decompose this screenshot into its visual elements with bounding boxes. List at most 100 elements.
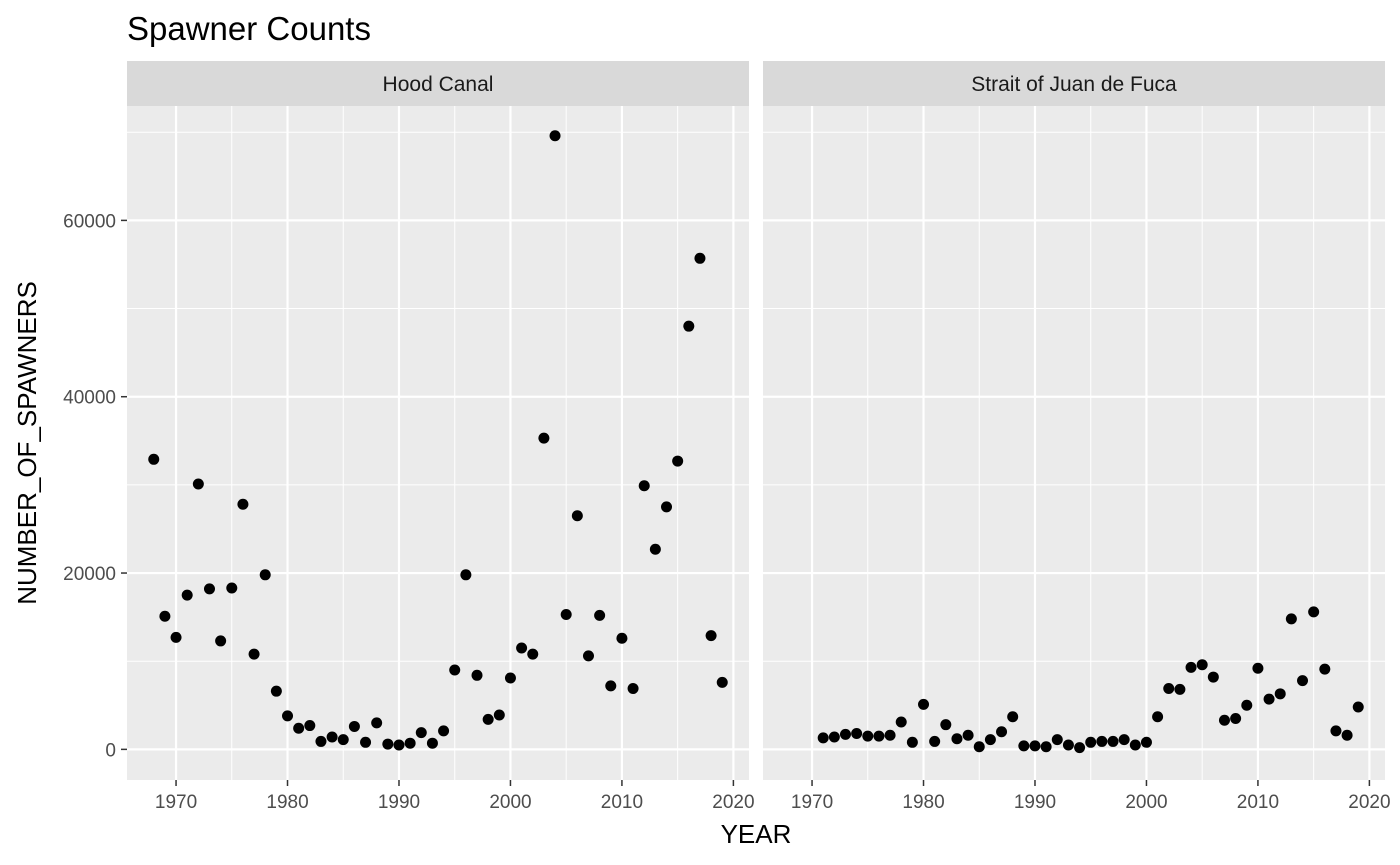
data-point-strait-of-juan-de-fuca-1995 [1085,736,1097,748]
data-point-hood-canal-2002 [527,648,539,660]
data-point-hood-canal-1985 [337,734,349,746]
data-point-hood-canal-1998 [482,713,494,725]
y-tick-label: 0 [105,740,116,761]
y-axis: 0 20000 40000 60000 [63,211,127,761]
data-point-strait-of-juan-de-fuca-1972 [828,731,840,743]
data-point-strait-of-juan-de-fuca-1975 [862,730,874,742]
data-point-hood-canal-1988 [371,717,383,729]
x-tick-label: 1980 [902,792,944,813]
x-axis-title: YEAR [721,819,792,849]
data-point-hood-canal-2010 [616,632,628,644]
data-point-hood-canal-1978 [259,569,271,581]
data-point-strait-of-juan-de-fuca-2010 [1252,662,1264,674]
data-point-hood-canal-2013 [649,543,661,555]
data-point-strait-of-juan-de-fuca-1998 [1118,734,1130,746]
x-axis-strait-of-juan-de-fuca: 1970 1980 1990 2000 2010 2020 [791,780,1391,813]
data-point-hood-canal-1990 [393,739,405,751]
facet-panel-hood-canal: Hood Canal 1970 1980 1990 2000 2010 2020 [127,61,755,813]
data-point-hood-canal-1977 [248,648,260,660]
data-point-strait-of-juan-de-fuca-2000 [1140,736,1152,748]
data-point-hood-canal-2015 [672,455,684,467]
data-point-strait-of-juan-de-fuca-1984 [962,729,974,741]
facet-panel-strait-of-juan-de-fuca: Strait of Juan de Fuca 1970 1980 1990 2000 2… [763,61,1391,813]
data-point-hood-canal-1995 [449,664,461,676]
y-tick-label: 60000 [63,211,116,232]
data-point-strait-of-juan-de-fuca-2003 [1174,683,1186,695]
x-tick-label: 2020 [712,792,754,813]
data-point-strait-of-juan-de-fuca-1980 [918,698,930,710]
y-tick-label: 20000 [63,564,116,585]
data-point-strait-of-juan-de-fuca-1985 [973,741,985,753]
data-point-strait-of-juan-de-fuca-1974 [851,727,863,739]
data-point-strait-of-juan-de-fuca-1981 [929,735,941,747]
gridlines-hood-canal [127,106,749,780]
plot-panel-strait-of-juan-de-fuca [763,106,1385,780]
facet-label-strait-of-juan-de-fuca: Strait of Juan de Fuca [971,73,1177,96]
facet-strip-hood-canal [127,61,749,106]
data-point-strait-of-juan-de-fuca-1979 [906,736,918,748]
data-point-hood-canal-1994 [438,725,450,737]
data-point-strait-of-juan-de-fuca-1997 [1107,735,1119,747]
x-tick-label: 1970 [155,792,197,813]
data-point-strait-of-juan-de-fuca-1986 [984,734,996,746]
data-point-hood-canal-1973 [203,583,215,595]
data-point-hood-canal-2011 [627,683,639,695]
data-point-hood-canal-1976 [237,498,249,510]
data-point-hood-canal-1980 [282,710,294,722]
data-point-hood-canal-2016 [683,320,695,332]
data-point-strait-of-juan-de-fuca-2015 [1308,606,1320,618]
data-point-hood-canal-1986 [348,720,360,732]
data-point-hood-canal-2009 [605,680,617,692]
data-point-hood-canal-1997 [471,669,483,681]
data-point-strait-of-juan-de-fuca-1993 [1062,739,1074,751]
x-tick-label: 2010 [601,792,643,813]
points-hood-canal [148,130,728,751]
data-point-hood-canal-2019 [716,676,728,688]
data-point-strait-of-juan-de-fuca-1994 [1074,742,1086,754]
data-point-strait-of-juan-de-fuca-2006 [1207,671,1219,683]
data-point-hood-canal-1979 [270,685,282,697]
data-point-hood-canal-1999 [493,709,505,721]
data-point-strait-of-juan-de-fuca-2014 [1297,675,1309,687]
data-point-hood-canal-1974 [215,635,227,647]
data-point-strait-of-juan-de-fuca-2004 [1185,661,1197,673]
data-point-strait-of-juan-de-fuca-2005 [1196,659,1208,671]
data-point-strait-of-juan-de-fuca-1973 [839,728,851,740]
data-point-strait-of-juan-de-fuca-2008 [1230,713,1242,725]
data-point-strait-of-juan-de-fuca-2019 [1352,701,1364,713]
x-axis-hood-canal: 1970 1980 1990 2000 2010 2020 [155,780,755,813]
data-point-hood-canal-1991 [404,737,416,749]
data-point-strait-of-juan-de-fuca-1991 [1040,741,1052,753]
data-point-hood-canal-2005 [560,608,572,620]
data-point-hood-canal-2001 [516,642,528,654]
data-point-strait-of-juan-de-fuca-2018 [1341,729,1353,741]
data-point-strait-of-juan-de-fuca-1999 [1129,739,1141,751]
data-point-strait-of-juan-de-fuca-2013 [1285,613,1297,625]
y-axis-title: NUMBER_OF_SPAWNERS [12,281,42,605]
data-point-strait-of-juan-de-fuca-1983 [951,733,963,745]
chart-title: Spawner Counts [127,10,371,47]
data-point-strait-of-juan-de-fuca-1992 [1051,734,1063,746]
data-point-strait-of-juan-de-fuca-1978 [895,716,907,728]
data-point-hood-canal-2006 [571,510,583,522]
data-point-strait-of-juan-de-fuca-2011 [1263,693,1275,705]
data-point-strait-of-juan-de-fuca-2016 [1319,663,1331,675]
data-point-hood-canal-1970 [170,631,182,643]
data-point-hood-canal-1987 [360,736,372,748]
facet-label-hood-canal: Hood Canal [383,73,494,96]
data-point-hood-canal-2012 [638,480,650,492]
data-point-strait-of-juan-de-fuca-1996 [1096,735,1108,747]
data-point-strait-of-juan-de-fuca-1987 [996,726,1008,738]
facet-strip-strait-of-juan-de-fuca [763,61,1385,106]
data-point-hood-canal-2008 [594,609,606,621]
data-point-hood-canal-2004 [549,130,561,142]
data-point-hood-canal-1984 [326,731,338,743]
data-point-strait-of-juan-de-fuca-1971 [817,732,829,744]
data-point-hood-canal-2007 [582,650,594,662]
data-point-strait-of-juan-de-fuca-1989 [1018,740,1030,752]
data-point-strait-of-juan-de-fuca-2001 [1152,711,1164,723]
y-tick-label: 40000 [63,388,116,409]
data-point-hood-canal-2014 [661,501,673,513]
data-point-hood-canal-1983 [315,735,327,747]
